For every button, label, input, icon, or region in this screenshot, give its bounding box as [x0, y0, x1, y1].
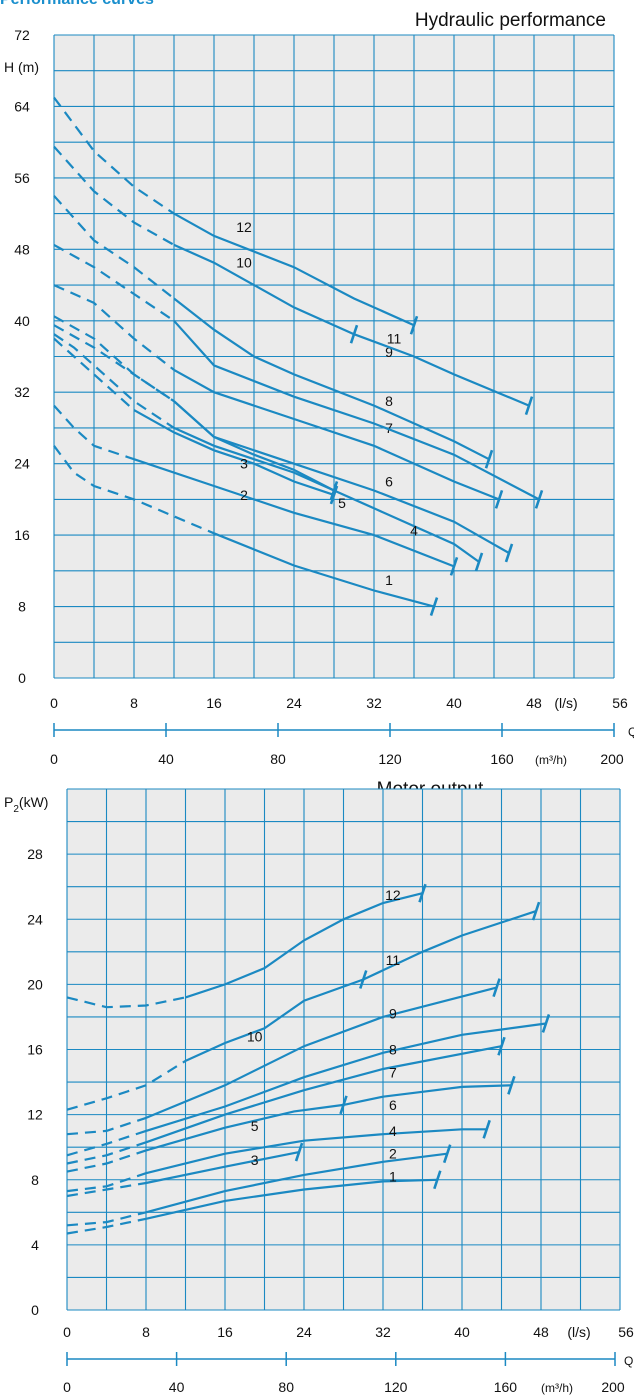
- secondary-x-tick-label: 40: [169, 1379, 185, 1395]
- y-tick-label: 48: [14, 241, 30, 257]
- curve-label-5: 5: [251, 1118, 259, 1134]
- curve-label-1: 1: [389, 1168, 397, 1184]
- secondary-x-tick-label: 120: [384, 1379, 408, 1395]
- y-tick-label: 16: [27, 1042, 43, 1058]
- secondary-x-tick-label: 200: [600, 751, 624, 767]
- curve-label-7: 7: [389, 1064, 397, 1080]
- curve-label-11: 11: [387, 331, 402, 347]
- x-tick-label: 8: [142, 1324, 150, 1340]
- curve-label-10: 10: [247, 1028, 263, 1044]
- secondary-x-tick-label: 80: [270, 751, 286, 767]
- curve-label-2: 2: [389, 1146, 397, 1162]
- secondary-x-tick-label: 160: [490, 751, 514, 767]
- curve-label-3: 3: [240, 456, 248, 472]
- y-tick-label: 24: [14, 456, 30, 472]
- hydraulic-chart-title: Hydraulic performance: [415, 10, 606, 31]
- curve-label-8: 8: [385, 393, 393, 409]
- y-tick-label: 24: [27, 911, 43, 927]
- x-tick-label: 24: [286, 695, 302, 711]
- curve-label-5: 5: [338, 495, 346, 511]
- y-tick-label: 0: [18, 670, 26, 686]
- curve-label-8: 8: [389, 1042, 397, 1058]
- curve-label-4: 4: [410, 523, 418, 539]
- x-tick-label: 8: [130, 695, 138, 711]
- x-tick-label: 40: [454, 1324, 470, 1340]
- curve-label-9: 9: [389, 1006, 397, 1022]
- curve-label-12: 12: [236, 219, 252, 235]
- hydraulic-m3h-unit: (m³/h): [535, 753, 567, 767]
- y-tick-label: 16: [14, 527, 30, 543]
- curve-label-12: 12: [385, 887, 401, 903]
- y-tick-label: 12: [27, 1107, 43, 1123]
- curve-label-11: 11: [386, 952, 401, 968]
- y-tick-label: 28: [27, 846, 43, 862]
- x-tick-label: 16: [217, 1324, 233, 1340]
- x-tick-label: 56: [618, 1324, 634, 1340]
- x-tick-label: 16: [206, 695, 222, 711]
- x-tick-label: 56: [612, 695, 628, 711]
- motor-y-axis-label: P2(kW): [4, 794, 48, 815]
- y-tick-label: 56: [14, 170, 30, 186]
- secondary-x-tick-label: 120: [378, 751, 402, 767]
- secondary-x-tick-label: 200: [601, 1379, 625, 1395]
- secondary-x-tick-label: 0: [63, 1379, 71, 1395]
- x-tick-label: 32: [375, 1324, 391, 1340]
- x-tick-label: 32: [366, 695, 382, 711]
- x-tick-label: 40: [446, 695, 462, 711]
- y-tick-label: 0: [31, 1302, 39, 1318]
- secondary-x-tick-label: 40: [158, 751, 174, 767]
- curve-label-2: 2: [240, 487, 248, 503]
- hydraulic-performance-chart: 0 8 16 24 32 40 48 560816243240485664720 40 80 120…: [14, 27, 628, 767]
- curve-label-3: 3: [251, 1152, 259, 1168]
- secondary-x-tick-label: 0: [50, 751, 58, 767]
- section-title: Performance curves: [0, 0, 154, 8]
- hydraulic-y-axis-label: H (m): [4, 59, 39, 75]
- x-tick-label: 24: [296, 1324, 312, 1340]
- secondary-x-tick-label: 160: [494, 1379, 518, 1395]
- y-tick-label: 32: [14, 384, 30, 400]
- x-tick-label: 0: [50, 695, 58, 711]
- motor-x-unit: (l/s): [567, 1324, 590, 1340]
- hydraulic-q-label: Q: [628, 725, 634, 739]
- y-tick-label: 8: [31, 1172, 39, 1188]
- y-tick-label: 40: [14, 313, 30, 329]
- curve-label-4: 4: [389, 1123, 397, 1139]
- curve-label-6: 6: [389, 1097, 397, 1113]
- y-tick-label: 4: [31, 1237, 39, 1253]
- y-tick-label: 20: [27, 976, 43, 992]
- x-tick-label: 48: [533, 1324, 549, 1340]
- y-tick-label: 8: [18, 599, 26, 615]
- x-tick-label: 48: [526, 695, 542, 711]
- curve-label-10: 10: [236, 255, 252, 271]
- curve-label-1: 1: [385, 572, 393, 588]
- secondary-x-tick-label: 80: [278, 1379, 294, 1395]
- curve-label-6: 6: [385, 474, 393, 490]
- x-tick-label: 0: [63, 1324, 71, 1340]
- y-tick-label: 72: [14, 27, 30, 43]
- motor-m3h-unit: (m³/h): [541, 1381, 573, 1395]
- motor-q-label: Q: [624, 1354, 633, 1368]
- y-tick-label: 64: [14, 98, 30, 114]
- hydraulic-x-unit: (l/s): [554, 695, 577, 711]
